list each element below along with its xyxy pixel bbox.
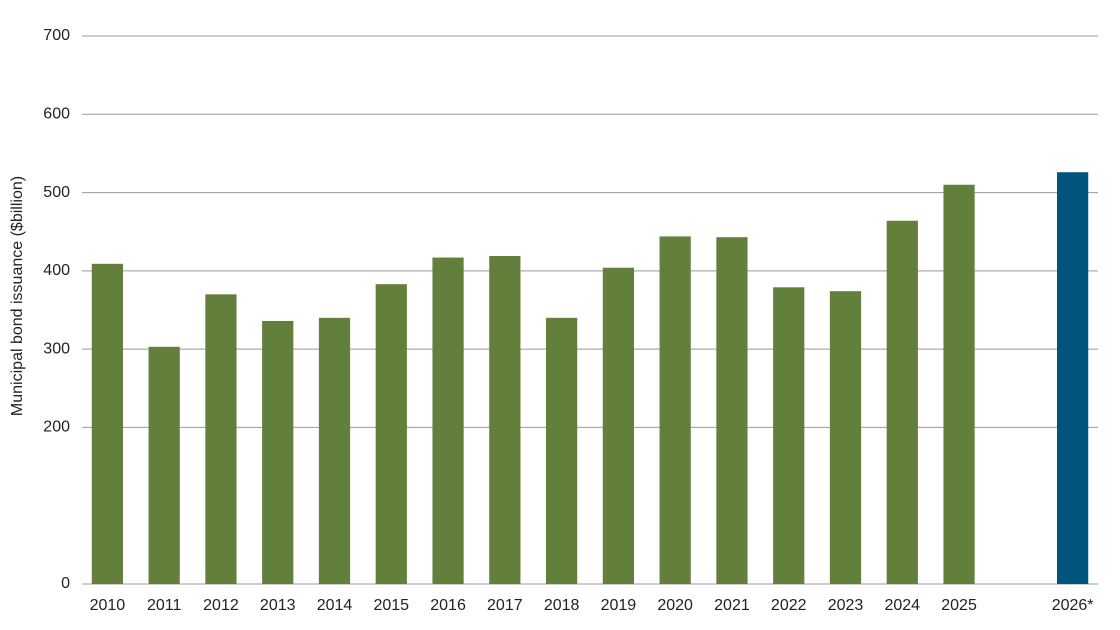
x-tick-label: 2011 [147, 597, 182, 614]
x-tick-label: 2015 [373, 597, 409, 614]
bar [432, 257, 464, 584]
x-tick-label: 2023 [828, 597, 864, 614]
bar [205, 294, 237, 584]
y-tick-label: 500 [43, 184, 70, 201]
bar [318, 317, 351, 584]
y-tick-label: 300 [43, 340, 70, 357]
bar [602, 267, 635, 584]
y-tick-label: 200 [43, 419, 70, 436]
x-tick-label: 2012 [203, 597, 239, 614]
bar [716, 237, 748, 585]
y-tick-label: 400 [43, 262, 70, 279]
bar [545, 317, 578, 584]
bar [943, 184, 975, 584]
bar [1056, 172, 1089, 584]
x-tick-label: 2020 [657, 597, 693, 614]
bar [659, 236, 691, 584]
x-tick-label: 2019 [601, 597, 637, 614]
bar [886, 220, 918, 585]
x-tick-label: 2017 [487, 597, 523, 614]
x-tick-label: 2010 [90, 597, 126, 614]
x-tick-label: 2018 [544, 597, 580, 614]
bar [91, 263, 124, 584]
bar [829, 291, 862, 584]
bar [489, 255, 521, 585]
bar [148, 346, 180, 584]
x-tick-label: 2016 [430, 597, 466, 614]
x-tick-label: 2026* [1052, 597, 1094, 614]
x-tick-label: 2025 [941, 597, 977, 614]
y-tick-label: 700 [43, 27, 70, 44]
x-tick-label: 2014 [317, 597, 353, 614]
y-axis-label: Municipal bond issuance ($billion) [9, 176, 26, 416]
x-tick-label: 2013 [260, 597, 296, 614]
x-tick-label: 2021 [714, 597, 750, 614]
bar [773, 287, 805, 584]
x-tick-label: 2024 [884, 597, 920, 614]
y-tick-label: 600 [43, 106, 70, 123]
bar [375, 284, 407, 584]
x-tick-label: 2022 [771, 597, 807, 614]
y-tick-label: 0 [61, 575, 70, 592]
bar [262, 320, 294, 584]
